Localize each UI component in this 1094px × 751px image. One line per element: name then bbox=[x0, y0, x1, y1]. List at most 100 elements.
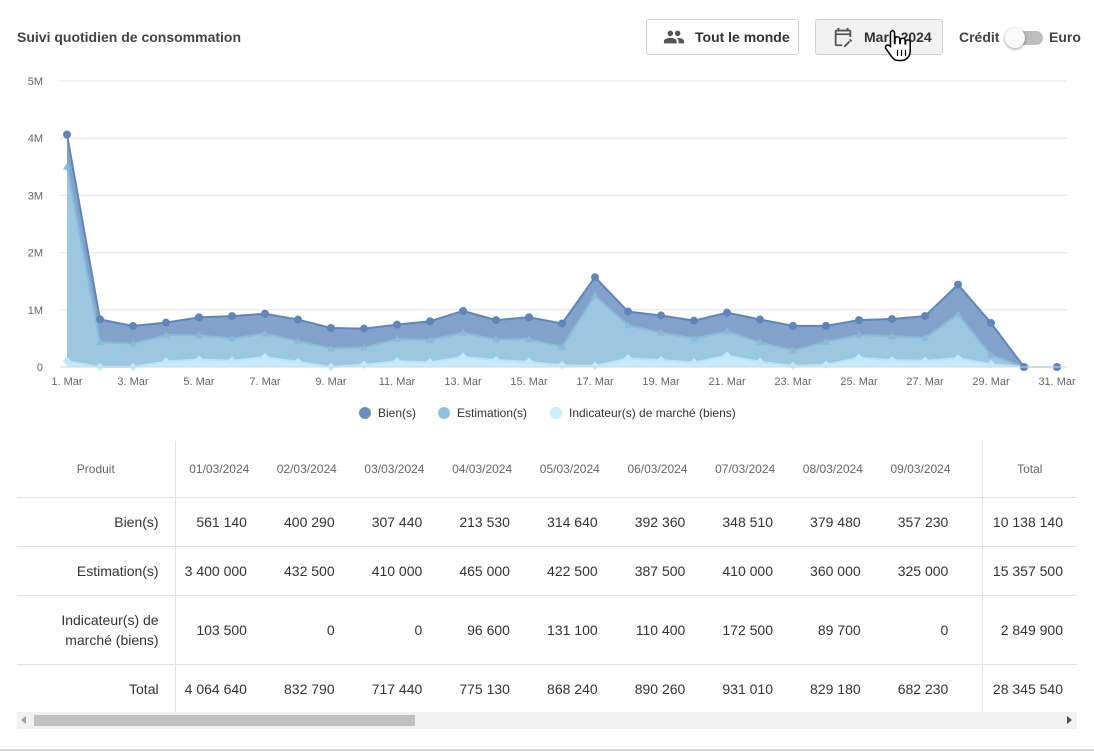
chart-legend: Bien(s) Estimation(s) Indicateur(s) de mar… bbox=[359, 406, 736, 420]
legend-label: Indicateur(s) de marché (biens) bbox=[569, 406, 736, 420]
table-cell: 432 500 bbox=[262, 546, 351, 596]
row-total: 15 357 500 bbox=[981, 546, 1077, 596]
data-point bbox=[954, 280, 962, 289]
table-cell: 0 bbox=[262, 595, 351, 665]
data-point bbox=[360, 324, 368, 333]
data-table: Produit 01/03/2024 02/03/2024 03/03/2024… bbox=[17, 441, 1077, 713]
scroll-thumb[interactable] bbox=[34, 715, 415, 726]
data-point bbox=[228, 312, 236, 321]
row-total: 2 849 900 bbox=[981, 595, 1077, 665]
table-cell: 325 000 bbox=[876, 546, 965, 596]
table-header-date: 01/03/2024 bbox=[175, 441, 263, 498]
table-cell: 392 360 bbox=[613, 497, 702, 547]
table-cell: 4 064 640 bbox=[184, 680, 247, 697]
x-tick-label: 15. Mar bbox=[510, 376, 548, 388]
x-tick-label: 17. Mar bbox=[576, 376, 614, 388]
table-cell: 348 510 bbox=[701, 497, 789, 547]
data-point bbox=[525, 313, 533, 322]
table-cell: 110 400 bbox=[613, 595, 702, 665]
chart-areas bbox=[62, 130, 1062, 372]
table-header-date: 03/03/2024 bbox=[350, 441, 439, 498]
everyone-button[interactable]: Tout le monde bbox=[646, 19, 799, 55]
x-tick-label: 21. Mar bbox=[708, 376, 746, 388]
data-point bbox=[987, 318, 995, 327]
y-tick-label: 1M bbox=[28, 305, 43, 317]
everyone-button-label: Tout le monde bbox=[695, 29, 790, 45]
data-point bbox=[722, 351, 732, 360]
table-header-gap bbox=[964, 441, 983, 498]
legend-marker bbox=[438, 407, 450, 419]
calendar-edit-icon bbox=[832, 26, 854, 48]
data-point bbox=[855, 316, 863, 325]
table-cell: 410 000 bbox=[701, 546, 789, 596]
month-picker-button[interactable]: Mars 2024 bbox=[815, 19, 943, 55]
data-point bbox=[624, 307, 632, 316]
table-header-date: 05/03/2024 bbox=[525, 441, 614, 498]
toggle-credit-label: Crédit bbox=[959, 29, 1000, 45]
table-cell: 868 240 bbox=[547, 680, 598, 697]
divider bbox=[0, 749, 1094, 751]
data-point bbox=[657, 311, 665, 320]
row-label: Total bbox=[17, 664, 176, 713]
table-cell: 172 500 bbox=[701, 595, 789, 665]
table-cell: 307 440 bbox=[350, 497, 439, 547]
y-tick-label: 5M bbox=[28, 76, 43, 88]
data-point bbox=[360, 343, 368, 351]
table-cell: 890 260 bbox=[634, 680, 686, 697]
scroll-left-arrow-icon[interactable] bbox=[21, 716, 26, 724]
data-point bbox=[822, 321, 830, 330]
table-row: Bien(s) 561 140 400 290 307 440 213 530 … bbox=[17, 497, 1077, 547]
data-point bbox=[425, 358, 435, 367]
x-axis: 1. Mar 3. Mar 5. Mar 7. Mar 9. Mar 11. Mar 13.… bbox=[51, 366, 1076, 388]
data-table-container[interactable]: Produit 01/03/2024 02/03/2024 03/03/2024… bbox=[17, 441, 1077, 713]
data-point bbox=[921, 312, 929, 321]
data-point bbox=[228, 334, 236, 342]
table-cell: 422 500 bbox=[525, 546, 614, 596]
data-point bbox=[888, 314, 896, 323]
data-point bbox=[491, 355, 501, 365]
data-point bbox=[623, 354, 633, 363]
people-icon bbox=[663, 26, 685, 48]
data-point bbox=[789, 321, 797, 330]
switch-knob bbox=[1005, 28, 1025, 48]
data-point bbox=[657, 328, 665, 336]
data-point bbox=[96, 338, 104, 346]
data-point bbox=[260, 352, 270, 362]
data-point bbox=[161, 357, 171, 366]
data-point bbox=[921, 333, 929, 341]
area-2 bbox=[67, 134, 1057, 367]
data-point bbox=[756, 338, 764, 346]
data-point bbox=[788, 361, 798, 371]
table-cell: 379 480 bbox=[788, 497, 877, 547]
data-point bbox=[525, 334, 533, 342]
table-cell: 682 230 bbox=[897, 680, 949, 697]
consumption-chart: 0 1M 2M 3M 4M 5M 1. Mar 3. Mar 5. Mar 7. Mar 9. M… bbox=[28, 76, 1076, 420]
credit-euro-switch[interactable] bbox=[1005, 28, 1043, 48]
data-point bbox=[591, 291, 599, 299]
table-row: Indicateur(s) de marché (biens) 103 500 … bbox=[17, 595, 1077, 665]
table-cell: 314 640 bbox=[525, 497, 614, 547]
x-tick-label: 11. Mar bbox=[379, 376, 416, 388]
table-cell: 3 400 000 bbox=[175, 546, 263, 596]
row-label: Indicateur(s) de marché (biens) bbox=[17, 595, 176, 665]
data-point bbox=[162, 330, 170, 338]
data-point bbox=[492, 335, 500, 343]
data-point bbox=[393, 334, 401, 342]
table-header-date: 08/03/2024 bbox=[788, 441, 877, 498]
data-point bbox=[591, 273, 599, 282]
x-tick-label: 13. Mar bbox=[444, 376, 482, 388]
x-tick-label: 3. Mar bbox=[117, 376, 149, 388]
table-cell: 561 140 bbox=[175, 497, 263, 547]
x-tick-label: 7. Mar bbox=[249, 376, 281, 388]
data-point bbox=[458, 352, 468, 361]
data-point bbox=[162, 318, 170, 327]
data-point bbox=[459, 328, 467, 336]
data-point bbox=[888, 332, 896, 340]
scroll-right-arrow-icon[interactable] bbox=[1067, 716, 1072, 724]
data-point bbox=[327, 323, 335, 332]
row-total: 10 138 140 bbox=[981, 497, 1077, 547]
x-tick-label: 23. Mar bbox=[774, 376, 812, 388]
data-point bbox=[294, 337, 302, 345]
toggle-euro-label: Euro bbox=[1049, 29, 1081, 45]
horizontal-scrollbar[interactable] bbox=[17, 712, 1077, 729]
